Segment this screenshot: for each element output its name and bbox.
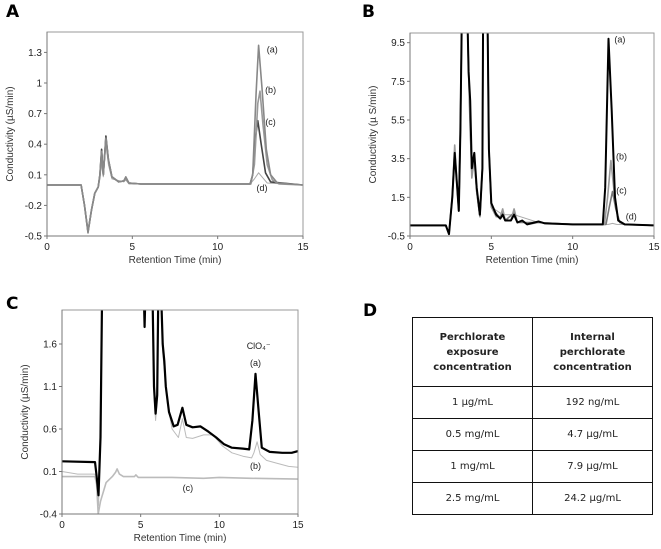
x-tick-label: 15: [648, 242, 660, 253]
x-tick-label: 15: [292, 520, 304, 531]
x-tick-label: 5: [138, 520, 144, 531]
header-line: exposure: [446, 346, 499, 358]
table-cell: 0.5 mg/mL: [412, 418, 533, 451]
series-line-a: [62, 310, 298, 497]
table-cell: 7.9 µg/mL: [532, 450, 653, 483]
series-annotation: (b): [250, 461, 261, 471]
series-line-a: [47, 44, 303, 234]
series-annotation: (c): [616, 185, 627, 195]
panel-letter-b: B: [362, 2, 375, 22]
chart-panel-a: 0 5 10 15 1.3 1 0.7 0.4 0.1 -0.2 -0.5 Retention Tim…: [5, 31, 309, 266]
table-cell: 1 µg/mL: [412, 386, 533, 419]
perchlorate-table: Perchlorate exposure concentration Inter…: [412, 317, 653, 515]
series-annotation: (a): [250, 358, 261, 368]
panel-letter-d: D: [363, 301, 377, 321]
y-tick-label: -0.4: [40, 510, 58, 521]
plot-frame: [409, 32, 655, 237]
y-tick-label: 7.5: [391, 77, 405, 88]
series-annotation: (b): [616, 152, 627, 162]
panel-letter-c: C: [6, 294, 18, 314]
y-tick-label: 0.1: [43, 467, 57, 478]
y-tick-label: 1.1: [43, 382, 57, 393]
y-tick-label: -0.5: [388, 232, 406, 243]
series-annotation: (b): [265, 85, 276, 95]
series-annotation: ClO₄⁻: [247, 341, 271, 351]
series-annotation: (c): [265, 117, 276, 127]
x-tick-label: 5: [489, 242, 495, 253]
x-tick-label: 10: [214, 520, 226, 531]
x-tick-label: 10: [212, 242, 224, 253]
table-cell: 192 ng/mL: [532, 386, 653, 419]
y-tick-label: 1.6: [43, 340, 57, 351]
chart-panel-b: 0 5 10 15 9.5 7.5 5.5 3.5 1.5 -0.5 Retention Time …: [368, 32, 660, 266]
panel-letter-a: A: [6, 2, 20, 22]
series-annotation: (c): [183, 483, 194, 493]
x-tick-label: 10: [567, 242, 579, 253]
series-annotation: (a): [267, 44, 278, 54]
y-axis-label: Conductivity (µS/min): [20, 364, 31, 459]
table-header-exposure: Perchlorate exposure concentration: [412, 317, 533, 387]
y-tick-label: 9.5: [391, 38, 405, 49]
chart-panel-c: 0 5 10 15 1.6 1.1 0.6 0.1 -0.4 Retention Time (mi…: [20, 309, 304, 544]
table-header-row: Perchlorate exposure concentration Inter…: [412, 317, 653, 387]
y-tick-label: 0.7: [28, 109, 42, 120]
x-tick-label: 0: [59, 520, 65, 531]
table-header-internal: Internal perchlorate concentration: [532, 317, 653, 387]
header-line: Internal: [570, 331, 615, 343]
y-axis-label: Conductivity (µS/min): [5, 86, 16, 181]
y-axis-label: Conductivity (µ S/min): [368, 85, 379, 183]
table-row: 0.5 mg/mL 4.7 µg/mL: [412, 418, 653, 451]
table-row: 1 mg/mL 7.9 µg/mL: [412, 450, 653, 483]
x-tick-label: 5: [130, 242, 136, 253]
table-cell: 4.7 µg/mL: [532, 418, 653, 451]
series-annotation: (d): [257, 183, 268, 193]
table-cell: 24.2 µg/mL: [532, 482, 653, 515]
series-annotation: (d): [626, 212, 637, 222]
table-cell: 2.5 mg/mL: [412, 482, 533, 515]
series-group: [410, 33, 654, 236]
series-group: [47, 44, 303, 234]
x-axis-label: Retention Time (min): [486, 255, 579, 266]
y-tick-label: 1.5: [391, 193, 405, 204]
series-group: [62, 310, 298, 514]
x-axis-label: Retention Time (min): [129, 255, 222, 266]
y-tick-label: 1.3: [28, 48, 42, 59]
table-row: 2.5 mg/mL 24.2 µg/mL: [412, 482, 653, 515]
x-axis-label: Retention Time (min): [134, 533, 227, 544]
y-tick-label: -0.2: [25, 201, 43, 212]
series-line-c: [62, 468, 298, 514]
y-tick-label: 5.5: [391, 116, 405, 127]
y-tick-label: -0.5: [25, 232, 43, 243]
y-tick-label: 0.1: [28, 170, 42, 181]
y-tick-label: 1: [36, 79, 42, 90]
x-tick-label: 0: [407, 242, 413, 253]
table-cell: 1 mg/mL: [412, 450, 533, 483]
header-line: perchlorate: [559, 346, 626, 358]
series-line-a: [410, 33, 654, 236]
y-tick-label: 0.6: [43, 425, 57, 436]
header-line: Perchlorate: [439, 331, 506, 343]
y-tick-label: 0.4: [28, 140, 42, 151]
table-row: 1 µg/mL 192 ng/mL: [412, 386, 653, 419]
series-annotation: (a): [614, 35, 625, 45]
x-tick-label: 0: [44, 242, 50, 253]
header-line: concentration: [553, 361, 632, 373]
y-tick-label: 3.5: [391, 154, 405, 165]
header-line: concentration: [433, 361, 512, 373]
x-tick-label: 15: [297, 242, 309, 253]
